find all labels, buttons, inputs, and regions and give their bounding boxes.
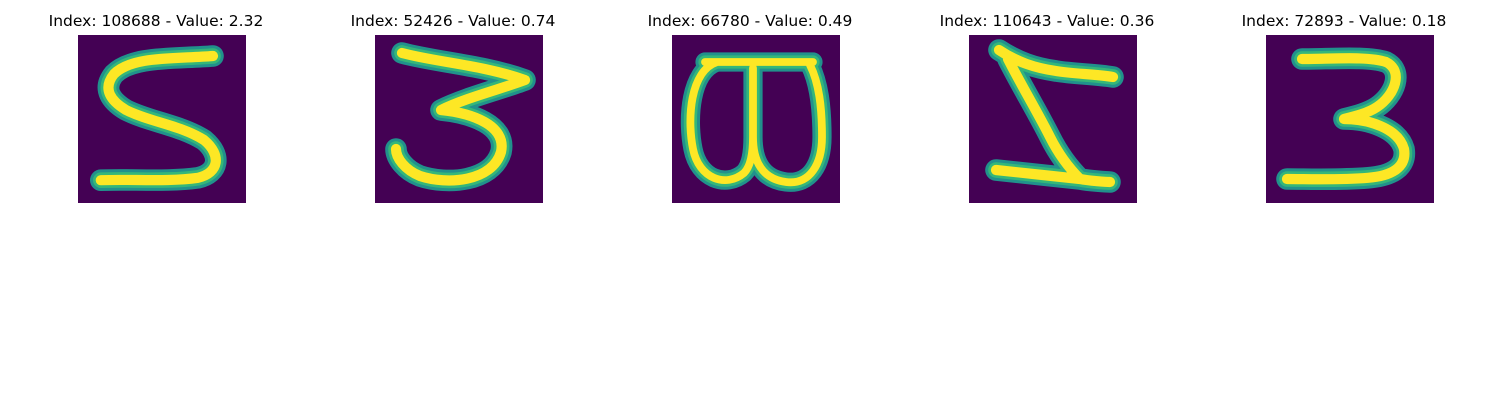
digit-stroke-core bbox=[1281, 53, 1410, 185]
digit-image-4 bbox=[969, 35, 1137, 203]
panel-title-5: Index: 72893 - Value: 0.18 bbox=[1241, 12, 1447, 30]
panel-title-2: Index: 52426 - Value: 0.74 bbox=[350, 12, 556, 30]
digit-panel-2: Index: 52426 - Value: 0.74 bbox=[303, 0, 603, 210]
digit-stroke-core bbox=[390, 47, 531, 186]
digit-image-2 bbox=[375, 35, 543, 203]
panel-title-1: Index: 108688 - Value: 2.32 bbox=[48, 12, 264, 30]
digit-image-1 bbox=[78, 35, 246, 203]
digit-stroke-core bbox=[990, 44, 1119, 188]
digit-image-3 bbox=[672, 35, 840, 203]
digit-image-5 bbox=[1266, 35, 1434, 203]
digit-panel-1: Index: 108688 - Value: 2.32 bbox=[6, 0, 306, 210]
digit-panel-3: Index: 66780 - Value: 0.49 bbox=[600, 0, 900, 210]
digit-stroke-core bbox=[95, 50, 221, 186]
digit-stroke-core bbox=[686, 58, 826, 187]
digit-panel-5: Index: 72893 - Value: 0.18 bbox=[1194, 0, 1494, 210]
panel-title-4: Index: 110643 - Value: 0.36 bbox=[939, 12, 1155, 30]
panel-title-3: Index: 66780 - Value: 0.49 bbox=[647, 12, 853, 30]
digit-panel-4: Index: 110643 - Value: 0.36 bbox=[897, 0, 1197, 210]
